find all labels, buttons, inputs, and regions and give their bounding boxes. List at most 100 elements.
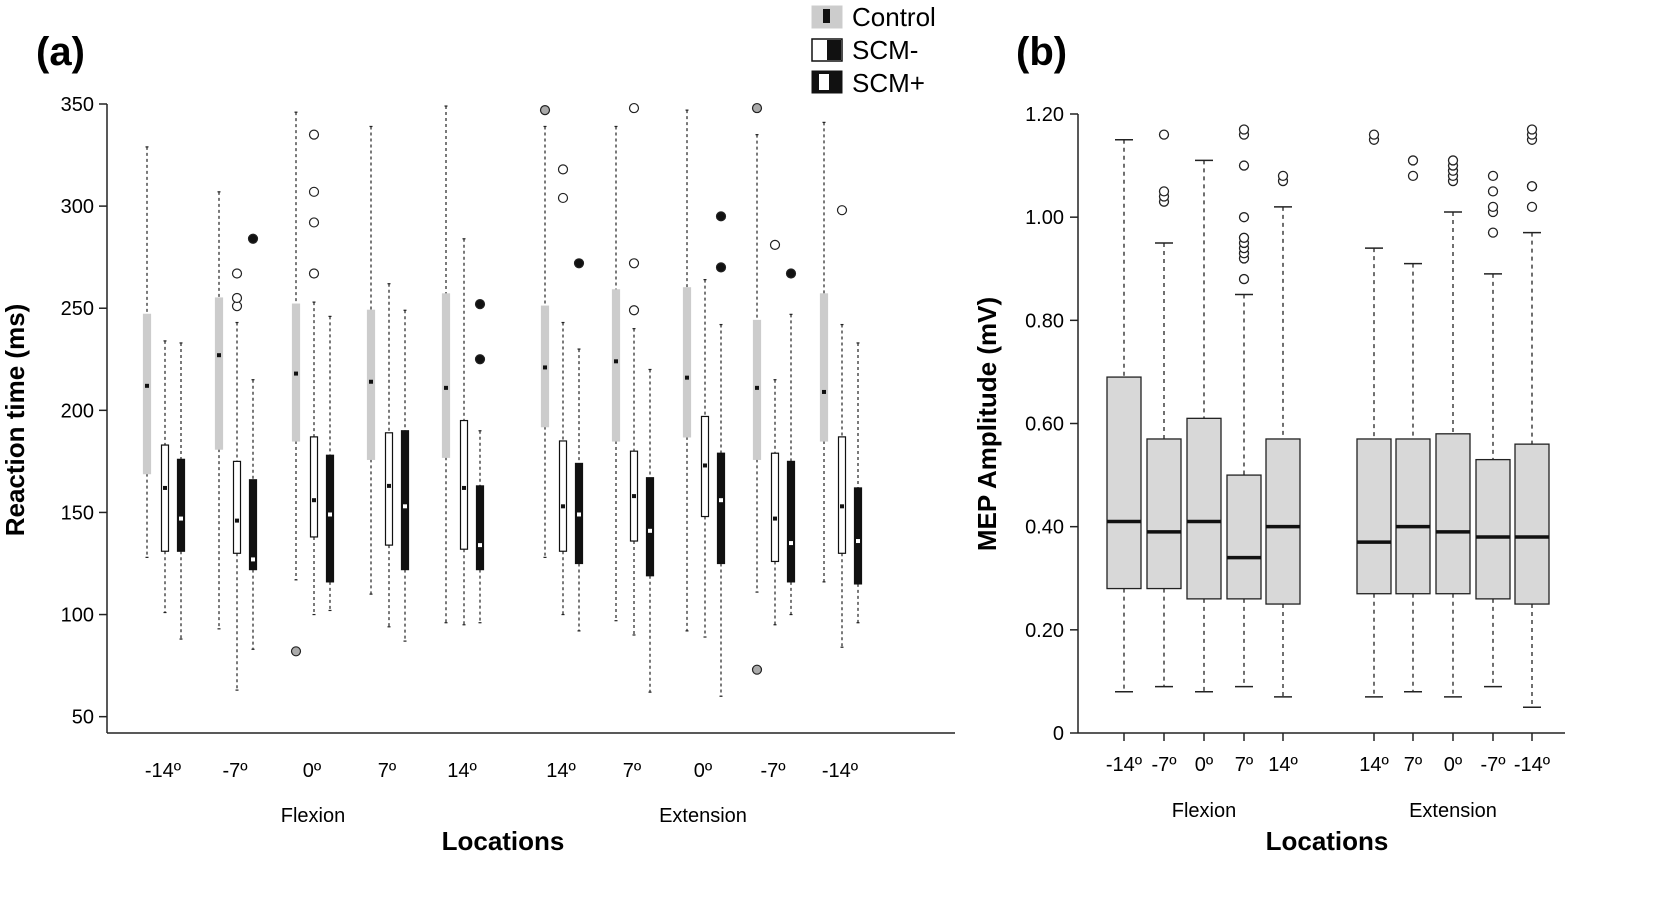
panel-b-x-tick-label: -14º <box>1106 754 1143 776</box>
panel-b-extension-7deg-outlier <box>1407 155 1419 166</box>
panel-b-x-tick-label: 0º <box>1195 754 1214 776</box>
panel-b-y-title: MEP Amplitude (mV) <box>972 297 1002 551</box>
panel-a-plot: 50 100 150 200 250 300 350 -14º -7º 0º 7º 14º 14º 7º… <box>0 94 955 856</box>
panel-b-extension-7deg-box <box>1395 438 1431 595</box>
panel-b-y-tick-label: 0.40 <box>1025 517 1064 539</box>
panel-a-x-tick-label: 7º <box>378 760 397 782</box>
panel-a-flexion-minus14deg-control-box <box>142 313 152 475</box>
panel-a-extension-14deg-scm-plus-outlier <box>573 258 585 269</box>
panel-b-x-tick-label: 7º <box>1404 754 1423 776</box>
panel-b-flexion-minus7deg-outlier <box>1158 186 1170 197</box>
panel-b-x-tick-label: 0º <box>1444 754 1463 776</box>
panel-a-extension-14deg-scm-minus-box <box>558 440 568 552</box>
panel-b-flexion-7deg-outlier <box>1238 124 1250 135</box>
panel-a-flexion-14deg-control-box <box>441 293 451 458</box>
panel-a-flexion-0deg-scm-minus-outlier <box>308 186 320 197</box>
panel-a-x-tick-label: -7º <box>760 760 786 782</box>
panel-b-extension-14deg-outlier <box>1368 129 1380 140</box>
panel-b-extension-minus7deg-box <box>1475 458 1511 600</box>
panel-a-y-tick-label: 350 <box>61 94 94 116</box>
panel-a-extension-minus7deg-scm-plus-median <box>789 541 793 546</box>
panel-a-flexion-7deg-scm-plus-median <box>403 504 407 509</box>
panel-a-extension-minus7deg-scm-plus-outlier <box>785 268 797 279</box>
panel-b-flexion-7deg-outlier <box>1238 273 1250 285</box>
panel-a-flexion-7deg-scm-minus-box <box>384 432 394 546</box>
legend-label-scm-plus: SCM+ <box>852 68 925 98</box>
panel-b-extension-minus14deg-box <box>1514 443 1550 605</box>
panel-a-extension-7deg-control-median <box>614 359 618 364</box>
panel-a-y-tick-label: 200 <box>61 400 94 422</box>
panel-b-x-title: Locations <box>1266 826 1389 856</box>
panel-b-extension-minus7deg-outlier <box>1487 186 1499 197</box>
panel-b-extension-minus14deg-outlier <box>1526 181 1538 192</box>
panel-b-flexion-minus14deg-box <box>1106 376 1142 590</box>
legend-item-scm-minus: SCM- <box>811 35 918 65</box>
panel-a-x-tick-label: 0º <box>303 760 322 782</box>
panel-a-extension-7deg-scm-plus-median <box>648 528 652 533</box>
panel-b-x-tick-label: 14º <box>1359 754 1389 776</box>
panel-b-extension-minus14deg-outlier <box>1526 201 1538 213</box>
panel-a-flexion-0deg-control-outlier <box>290 646 302 657</box>
panel-a-flexion-minus7deg-scm-plus-median <box>251 557 255 562</box>
panel-a-extension-7deg-scm-minus-outlier <box>628 305 640 316</box>
legend-item-control: Control <box>811 2 936 32</box>
legend-label-control: Control <box>852 2 936 32</box>
panel-a-flexion-7deg-control-median <box>369 379 373 384</box>
panel-b-extension-7deg-outlier <box>1407 170 1419 182</box>
panel-a-x-tick-label: 0º <box>694 760 713 782</box>
panel-a-y-tick-label: 150 <box>61 502 94 524</box>
panel-a-extension-minus7deg-scm-plus-box <box>786 460 796 583</box>
panel-a-extension-minus14deg-control-median <box>822 389 826 394</box>
panel-a-extension-minus7deg-scm-minus-median <box>773 516 777 521</box>
panel-a-extension-minus14deg-scm-minus-box <box>837 436 847 554</box>
panel-a-flexion-0deg-scm-minus-box <box>309 436 319 538</box>
panel-a-x-tick-label: -14º <box>145 760 182 782</box>
panel-a-x-tick-label: 14º <box>447 760 477 782</box>
panel-b-flexion-7deg-outlier <box>1238 160 1250 171</box>
panel-b-y-tick-label: 0 <box>1053 723 1064 745</box>
panel-a-x-tick-label: -14º <box>822 760 859 782</box>
panel-b-x-tick-label: 14º <box>1268 754 1298 776</box>
panel-b-extension-minus7deg-outlier <box>1487 170 1499 182</box>
panel-b-extension-0deg-outlier <box>1447 155 1459 166</box>
panel-a-flexion-minus7deg-scm-minus-box <box>232 460 242 554</box>
panel-a-flexion-minus7deg-scm-minus-outlier <box>231 268 243 279</box>
panel-b-y-tick-label: 1.20 <box>1025 104 1064 126</box>
panel-b-y-tick-label: 0.60 <box>1025 414 1064 436</box>
panel-a-flexion-0deg-scm-minus-outlier <box>308 217 320 228</box>
panel-a-flexion-minus7deg-scm-plus-outlier <box>247 233 259 244</box>
panel-a-y-title: Reaction time (ms) <box>0 304 30 537</box>
panel-a-extension-minus14deg-scm-plus-median <box>856 539 860 544</box>
panel-a-flexion-14deg-scm-plus-outlier <box>474 354 486 365</box>
panel-a-extension-0deg-control-box <box>682 287 692 438</box>
panel-a-x-title: Locations <box>442 826 565 856</box>
panel-a-extension-minus7deg-control-box <box>752 319 762 460</box>
panel-b-flexion-14deg-box <box>1265 438 1301 605</box>
panel-a-extension-minus7deg-control-outlier <box>751 102 763 114</box>
panel-b-x-tick-label: -7º <box>1151 754 1177 776</box>
legend-item-scm-plus: SCM+ <box>811 68 925 98</box>
panel-b-plot: 0 0.20 0.40 0.60 0.80 1.00 1.20 -14º -7º 0º 7º 14º… <box>972 104 1565 856</box>
panel-a-label: (a) <box>36 30 85 74</box>
panel-a-extension-7deg-scm-minus-outlier <box>628 102 640 114</box>
panel-a-flexion-7deg-scm-minus-median <box>387 483 391 488</box>
panel-a-flexion-minus14deg-scm-minus-box <box>160 444 170 552</box>
panel-a-extension-14deg-control-median <box>543 365 547 370</box>
panel-a-extension-0deg-control-median <box>685 375 689 380</box>
panel-a-x-tick-label: 14º <box>546 760 576 782</box>
panel-a-flexion-minus7deg-scm-minus-median <box>235 518 239 523</box>
panel-a-y-tick-label: 300 <box>61 196 94 218</box>
panel-a-flexion-minus14deg-scm-minus-median <box>163 485 167 490</box>
panel-a-extension-0deg-scm-minus-median <box>703 463 707 468</box>
panel-a-extension-minus14deg-scm-minus-median <box>840 504 844 509</box>
panel-a-flexion-0deg-scm-minus-outlier <box>308 129 320 140</box>
panel-a-extension-minus7deg-control-outlier <box>751 664 763 675</box>
panel-b-x-tick-label: 7º <box>1235 754 1254 776</box>
panel-a-flexion-minus14deg-scm-plus-median <box>179 516 183 521</box>
panel-a-x-tick-label: -7º <box>222 760 248 782</box>
panel-a-flexion-7deg-scm-plus-box <box>400 430 410 571</box>
panel-a-flexion-minus7deg-control-median <box>217 353 221 358</box>
panel-b-extension-minus7deg-outlier <box>1487 201 1499 213</box>
panel-b-label: (b) <box>1016 30 1067 74</box>
panel-b-group-extension: Extension <box>1409 800 1497 822</box>
